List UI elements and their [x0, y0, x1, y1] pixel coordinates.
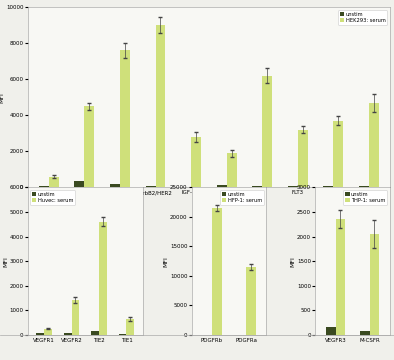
Legend: unstim, HFP-1: serum: unstim, HFP-1: serum [220, 190, 264, 205]
Bar [71, 300, 79, 335]
Legend: unstim, THP-1: serum: unstim, THP-1: serum [343, 190, 387, 205]
Bar [326, 328, 336, 335]
Bar [39, 186, 49, 187]
Bar [36, 333, 44, 335]
Bar [126, 319, 134, 335]
Bar [359, 186, 369, 187]
Bar [110, 184, 120, 187]
Bar [145, 185, 156, 187]
Bar [99, 222, 107, 335]
Bar [252, 185, 262, 187]
Bar [246, 267, 256, 335]
Bar [369, 103, 379, 187]
Bar [262, 76, 272, 187]
Bar [360, 331, 370, 335]
Y-axis label: MFI: MFI [290, 256, 296, 266]
Y-axis label: MFI: MFI [3, 256, 8, 266]
Bar [217, 185, 227, 187]
Bar [44, 329, 52, 335]
Bar [49, 176, 59, 187]
Bar [120, 50, 130, 187]
Bar [212, 208, 221, 335]
Bar [297, 130, 308, 187]
Y-axis label: MFI: MFI [164, 256, 169, 266]
Bar [84, 106, 95, 187]
Legend: unstim, Huvec: serum: unstim, Huvec: serum [30, 190, 75, 205]
Bar [191, 137, 201, 187]
Bar [91, 331, 99, 335]
Bar [156, 25, 165, 187]
Bar [370, 234, 379, 335]
Bar [227, 153, 236, 187]
Y-axis label: MFI: MFI [0, 92, 4, 103]
Bar [64, 333, 71, 335]
Bar [74, 181, 84, 187]
Bar [288, 186, 297, 187]
Bar [119, 334, 126, 335]
Bar [333, 121, 343, 187]
Legend: unstim, HEK293: serum: unstim, HEK293: serum [338, 10, 387, 24]
Bar [336, 219, 345, 335]
Bar [323, 186, 333, 187]
